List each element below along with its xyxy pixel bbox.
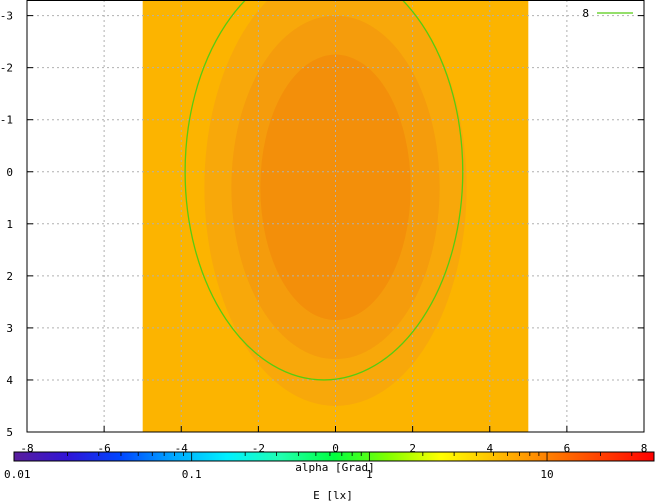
x-tick-label: 6 [564, 442, 571, 455]
colorbar [13, 451, 655, 462]
y-tick-label: -3 [0, 10, 13, 23]
colorbar-tick-label: 1 [366, 468, 373, 481]
y-tick-label: 2 [6, 270, 13, 283]
x-tick-label: 8 [641, 442, 648, 455]
y-tick-label: -1 [0, 114, 13, 127]
x-axis-label: alpha [Grad] [295, 461, 374, 474]
y-tick-label: 3 [6, 322, 13, 335]
x-tick-label: 2 [409, 442, 416, 455]
contour-line [184, 0, 464, 381]
y-tick-label: 5 [6, 426, 13, 439]
colorbar-tick-label: 0.1 [182, 468, 202, 481]
x-tick-label: 4 [486, 442, 493, 455]
colorbar-tick-label: 0.01 [4, 468, 31, 481]
y-tick-label: 4 [6, 374, 13, 387]
heatmap-band-3 [260, 54, 411, 321]
colorbar-tick-label: 10 [540, 468, 553, 481]
y-tick-label: -2 [0, 62, 13, 75]
y-tick-label: 1 [6, 218, 13, 231]
legend-label: 8 [582, 7, 589, 20]
x-tick-label: 0 [332, 442, 339, 455]
colorbar-label: E [lx] [313, 489, 353, 502]
y-tick-label: 0 [6, 166, 13, 179]
